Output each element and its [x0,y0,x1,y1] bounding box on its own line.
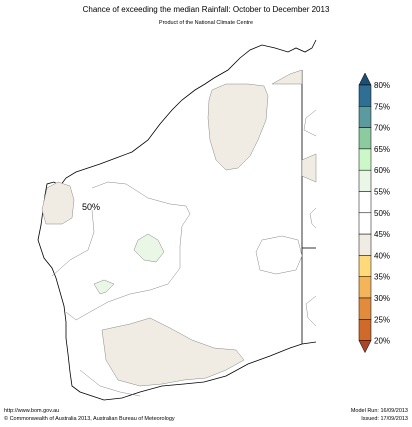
footer-left: http://www.bom.gov.au © Commonwealth of … [4,407,175,423]
legend-swatch-35_40 [358,255,372,277]
contour-45-50-line [65,181,191,321]
legend-swatch-50_55 [358,191,372,214]
contour-45-50-line-2 [51,209,95,277]
map-title: Chance of exceeding the median Rainfall:… [82,5,330,14]
contour-40-45-west [41,181,75,225]
legend-swatch-60_65 [358,148,372,171]
contour-east-blob [255,235,303,275]
legend-swatch-65_70 [358,127,372,150]
contour-40-45-east [301,153,317,183]
contour-east-edge-2 [309,207,317,229]
contour-40-45-south [101,317,245,387]
legend-tick-label: 55% [374,188,390,197]
legend-colorbar: 80% 75% 70% 65% 60% 55% 50% 45% 40% 35% 30% 25% 20% [358,72,390,354]
footer-model-run: Model Run: 16/09/2013 [350,408,408,414]
legend-swatch-45_50 [358,212,372,235]
legend-swatch-20_25 [358,319,372,341]
legend-tick-label: 75% [374,102,390,111]
legend-swatch-75_80 [358,84,372,107]
map-subtitle: Product of the National Climate Centre [158,20,254,26]
legend-tick-label: 40% [374,251,390,260]
legend-tick-label: 35% [374,273,390,282]
footer-url: http://www.bom.gov.au [4,408,60,414]
map-label-50: 50% [82,202,101,212]
legend-tick-label: 45% [374,230,390,239]
legend-swatch-55_60 [358,169,372,192]
contour-40-45-northwest [271,69,303,85]
legend-swatch-70_75 [358,106,372,128]
legend-tick-label: 70% [374,124,390,133]
legend-tick-label: 20% [374,337,390,346]
legend-tick-label: 50% [374,209,390,218]
legend-swatch-40_45 [358,233,372,256]
contour-east-edge-3 [305,295,317,327]
contour-east-edge [303,109,317,137]
legend-tick-label: 80% [374,81,390,90]
contour-55-60-west [93,279,115,295]
legend-arrow-bottom [358,340,372,354]
footer-copyright: © Commonwealth of Australia 2013, Austra… [4,416,175,422]
legend-swatch-25_30 [358,297,372,320]
contour-55-60-central [133,233,165,263]
legend-swatch-30_35 [358,276,372,299]
legend-tick-label: 30% [374,294,390,303]
footer-right: Model Run: 16/09/2013 Issued: 17/09/2013 [351,407,408,423]
legend-tick-label: 25% [374,315,390,324]
legend-tick-label: 60% [374,166,390,175]
legend-tick-label: 65% [374,145,390,154]
footer-issued: Issued: 17/09/2013 [361,416,408,422]
contour-45-50-line-3 [79,369,141,397]
contour-40-45-north [207,83,269,171]
legend-arrow-top [358,72,372,86]
